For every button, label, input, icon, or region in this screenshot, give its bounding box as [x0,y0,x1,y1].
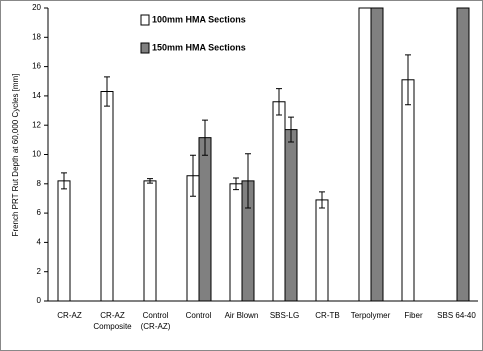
error-bar [61,172,67,190]
y-tick-label: 2 [37,267,42,276]
bar [198,137,212,302]
x-tick-label: Control [186,311,212,320]
x-tick-label: SBS-LG [270,311,299,320]
y-tick-label: 12 [32,120,41,129]
error-bar [190,154,196,197]
bar [358,7,372,302]
bar [370,7,384,302]
error-bar [104,76,110,107]
x-tick-label: CR-AZ [57,311,82,320]
legend-swatch [140,42,150,54]
error-bar [202,119,208,156]
bar [272,101,286,302]
error-bar [147,178,153,184]
y-tick-label: 16 [32,62,41,71]
y-tick-label: 4 [37,238,42,247]
error-bar [245,153,251,209]
y-axis-label: French PRT Rut Depth at 60,000 Cycles [m… [11,74,20,237]
legend-label: 150mm HMA Sections [152,42,246,52]
y-tick-label: 18 [32,32,41,41]
bar [229,183,243,302]
y-tick-label: 8 [37,179,42,188]
bar [401,79,415,302]
error-bar [319,191,325,209]
bar [57,180,71,302]
error-bar [405,54,411,106]
y-tick-label: 20 [32,3,41,12]
bar [143,180,157,302]
x-tick-label: Air Blown [225,311,259,320]
bar [284,129,298,302]
legend-label: 100mm HMA Sections [152,14,246,24]
y-tick-label: 14 [32,91,41,100]
x-tick-label: Terpolymer [351,311,391,320]
bar [456,7,470,302]
x-tick-label: SBS 64-40 [437,311,476,320]
x-tick-label: CR-AZ Composite [93,311,132,331]
x-tick-label: Fiber [404,311,423,320]
y-tick-label: 0 [37,296,42,305]
x-tick-label: CR-TB [315,311,339,320]
y-tick-label: 6 [37,208,42,217]
legend-swatch [140,14,150,26]
error-bar [276,88,282,116]
y-tick-label: 10 [32,150,41,159]
bar [315,199,329,302]
error-bar [288,116,294,143]
error-bar [233,177,239,191]
bar [100,91,114,302]
x-tick-label: Control (CR-AZ) [141,311,171,331]
